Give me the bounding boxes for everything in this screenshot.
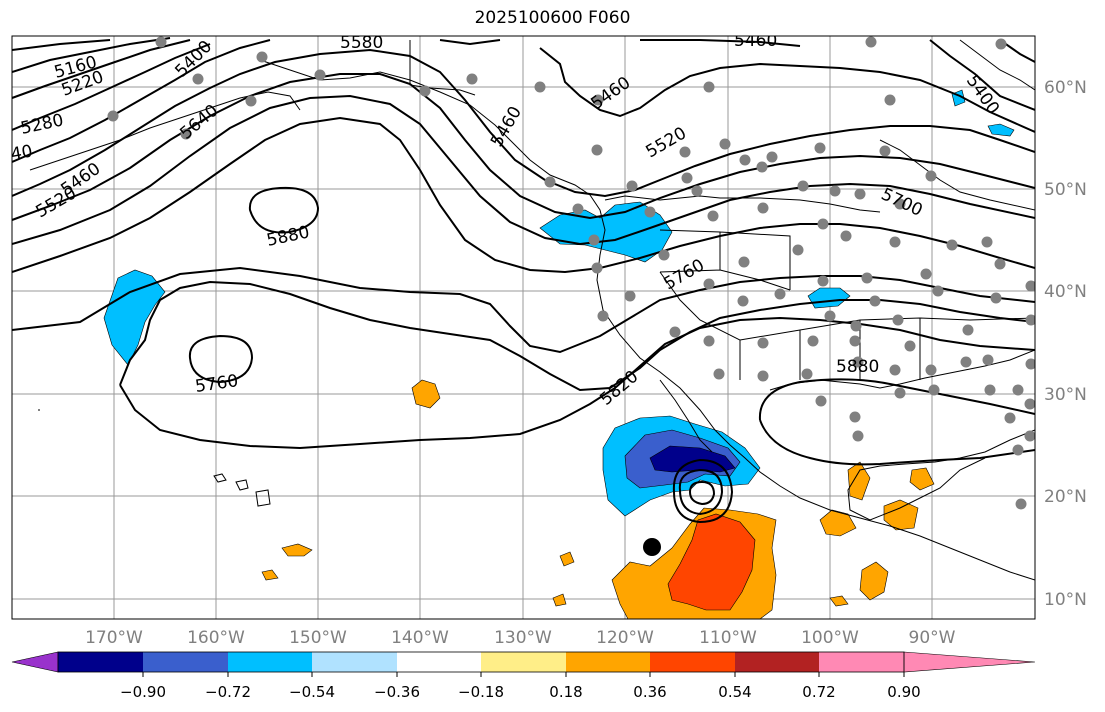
colorbar-tick-label: 0.90	[887, 683, 920, 701]
lat-label: 40°N	[1044, 282, 1087, 302]
lat-label: 50°N	[1044, 180, 1087, 200]
colorbar: −0.90 −0.72 −0.54 −0.36 −0.18 0.18 0.36 …	[11, 651, 1036, 701]
map-title: 2025100600 F060	[474, 8, 631, 28]
colorbar-tick-label: 0.72	[802, 683, 835, 701]
colorbar-tick-label: −0.72	[205, 683, 251, 701]
storm-center-marker	[643, 538, 661, 556]
colorbar-segment	[566, 652, 652, 672]
station-markers	[107, 36, 1035, 510]
latitude-labels: 60°N 50°N 40°N 30°N 20°N 10°N	[1044, 78, 1087, 610]
lat-label: 20°N	[1044, 487, 1087, 507]
colorbar-segment	[228, 652, 314, 672]
lon-label: 100°W	[801, 628, 859, 648]
colorbar-tick-label: −0.54	[289, 683, 335, 701]
lat-label: 10°N	[1044, 590, 1087, 610]
lat-label: 60°N	[1044, 78, 1087, 98]
contour-label: 5880	[836, 357, 879, 377]
lon-label: 160°W	[187, 628, 245, 648]
colorbar-segment	[650, 652, 736, 672]
lon-label: 130°W	[494, 628, 552, 648]
colorbar-segment	[735, 652, 821, 672]
colorbar-tick-label: 0.54	[718, 683, 751, 701]
contour-label: 5580	[340, 33, 383, 53]
colorbar-under-extension	[11, 651, 59, 673]
height-contours	[12, 37, 1035, 524]
colorbar-over-extension	[903, 651, 1036, 673]
negative-anomaly-fill	[103, 89, 1015, 517]
lon-label: 120°W	[596, 628, 654, 648]
longitude-labels: 170°W 160°W 150°W 140°W 130°W 120°W 110°…	[85, 628, 956, 648]
colorbar-segment	[143, 652, 229, 672]
lon-label: 90°W	[909, 628, 956, 648]
colorbar-segment	[481, 652, 567, 672]
colorbar-tick-label: −0.18	[458, 683, 504, 701]
contour-label: 5460	[734, 31, 777, 51]
colorbar-tick-label: −0.36	[374, 683, 420, 701]
colorbar-tick-label: 0.18	[549, 683, 582, 701]
contour-label: 40	[9, 141, 34, 164]
positive-anomaly-fill	[261, 379, 935, 619]
map-border	[11, 35, 1036, 620]
lat-label: 30°N	[1044, 385, 1087, 405]
colorbar-tick-label: 0.36	[633, 683, 666, 701]
lon-label: 170°W	[85, 628, 143, 648]
colorbar-segment	[58, 652, 144, 672]
lon-label: 110°W	[699, 628, 757, 648]
colorbar-segment	[819, 652, 905, 672]
lon-label: 140°W	[391, 628, 449, 648]
colorbar-segment	[312, 652, 398, 672]
colorbar-segment	[397, 652, 483, 672]
lon-label: 150°W	[289, 628, 347, 648]
colorbar-tick-label: −0.90	[120, 683, 166, 701]
